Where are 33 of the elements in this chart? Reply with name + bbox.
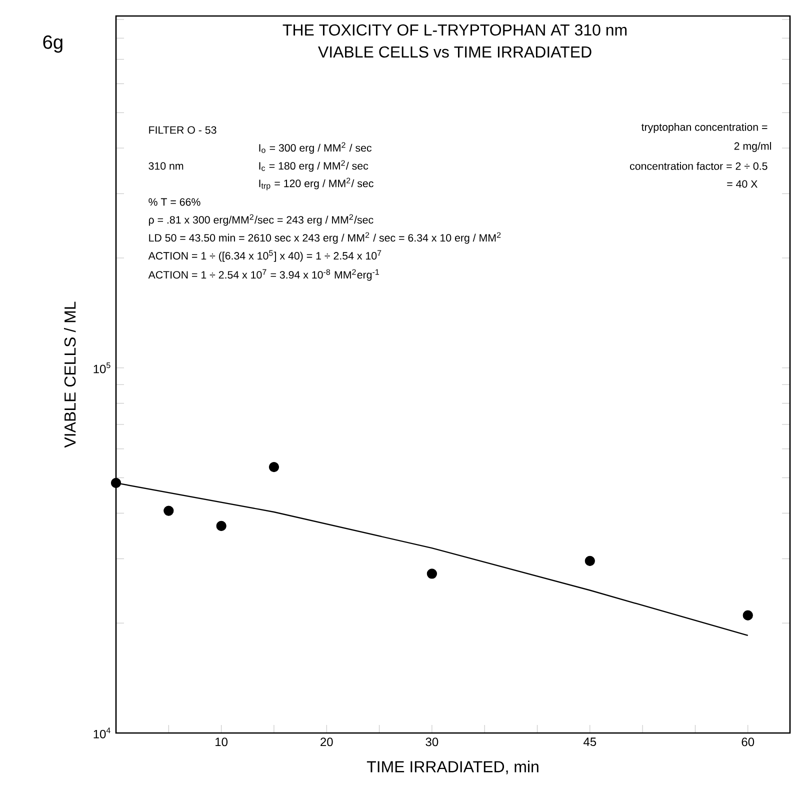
point (164, 506, 174, 516)
x-tick-label: 20 (320, 738, 333, 746)
chart-title: THE TOXICITY OF L-TRYPTOPHAN AT 310 nm (282, 24, 627, 36)
annotation: ACTION = 1 ÷ 2.54 x 10$^{7}$ = 3.94 x 10$^{-8}$ MM$^{2}$erg$^{-1}$ (148, 269, 379, 281)
point (268, 462, 280, 472)
annotation: ACTION = 1 ÷ ([6.34 x 10$^{5}$] x 40) = 1 ÷ 2.54 x 10$^{7}$ (148, 250, 382, 262)
x-tick-label: 30 (426, 738, 438, 746)
annotation: FILTER O - 53 (149, 126, 216, 134)
annotation: I$_{o}$ = 300 erg / MM$^{2}$ / sec (259, 142, 372, 154)
annotation: ρ = .81 x 300 erg/MM$^{2}$/sec = 243 erg / MM$^{2}$/sec (148, 214, 374, 226)
y-tick-label: 10$^{5}$ (94, 362, 110, 374)
annotation: I$_{c}$ = 180 erg / MM$^{2}$/ sec (259, 160, 368, 172)
point (742, 610, 753, 620)
annotation: 2 mg/ml (734, 142, 772, 152)
x-tick-label: 10 (216, 738, 228, 746)
y-tick-label: 10$^{4}$ (94, 728, 110, 738)
annotation: 310 nm (148, 162, 184, 170)
point (110, 478, 122, 488)
x-axis-title: TIME IRRADIATED, min (366, 760, 538, 774)
point (426, 568, 437, 579)
annotation: = 40 X (727, 180, 758, 188)
text: 6g (43, 35, 62, 53)
point (216, 520, 226, 532)
annotation: I$_{trp}$ = 120 erg / MM$^{2}$/ sec (259, 178, 374, 190)
annotation: tryptophan concentration = (641, 123, 768, 133)
point (584, 556, 595, 566)
annotation: LD 50 = 43.50 min = 2610 sec x 243 erg / MM$^{2}$ / sec = 6.34 x 10 erg / MM$^{2}$ (149, 232, 501, 244)
x-tick-label: 45 (584, 738, 596, 746)
annotation: concentration factor = 2 ÷ 0.5 (630, 162, 768, 170)
annotation: % T = 66% (148, 198, 200, 206)
y-axis-title: VIABLE CELLS / ML (64, 302, 76, 448)
x-tick-label: 60 (742, 738, 754, 746)
text: VIABLE CELLS vs TIME IRRADIATED (318, 46, 592, 58)
